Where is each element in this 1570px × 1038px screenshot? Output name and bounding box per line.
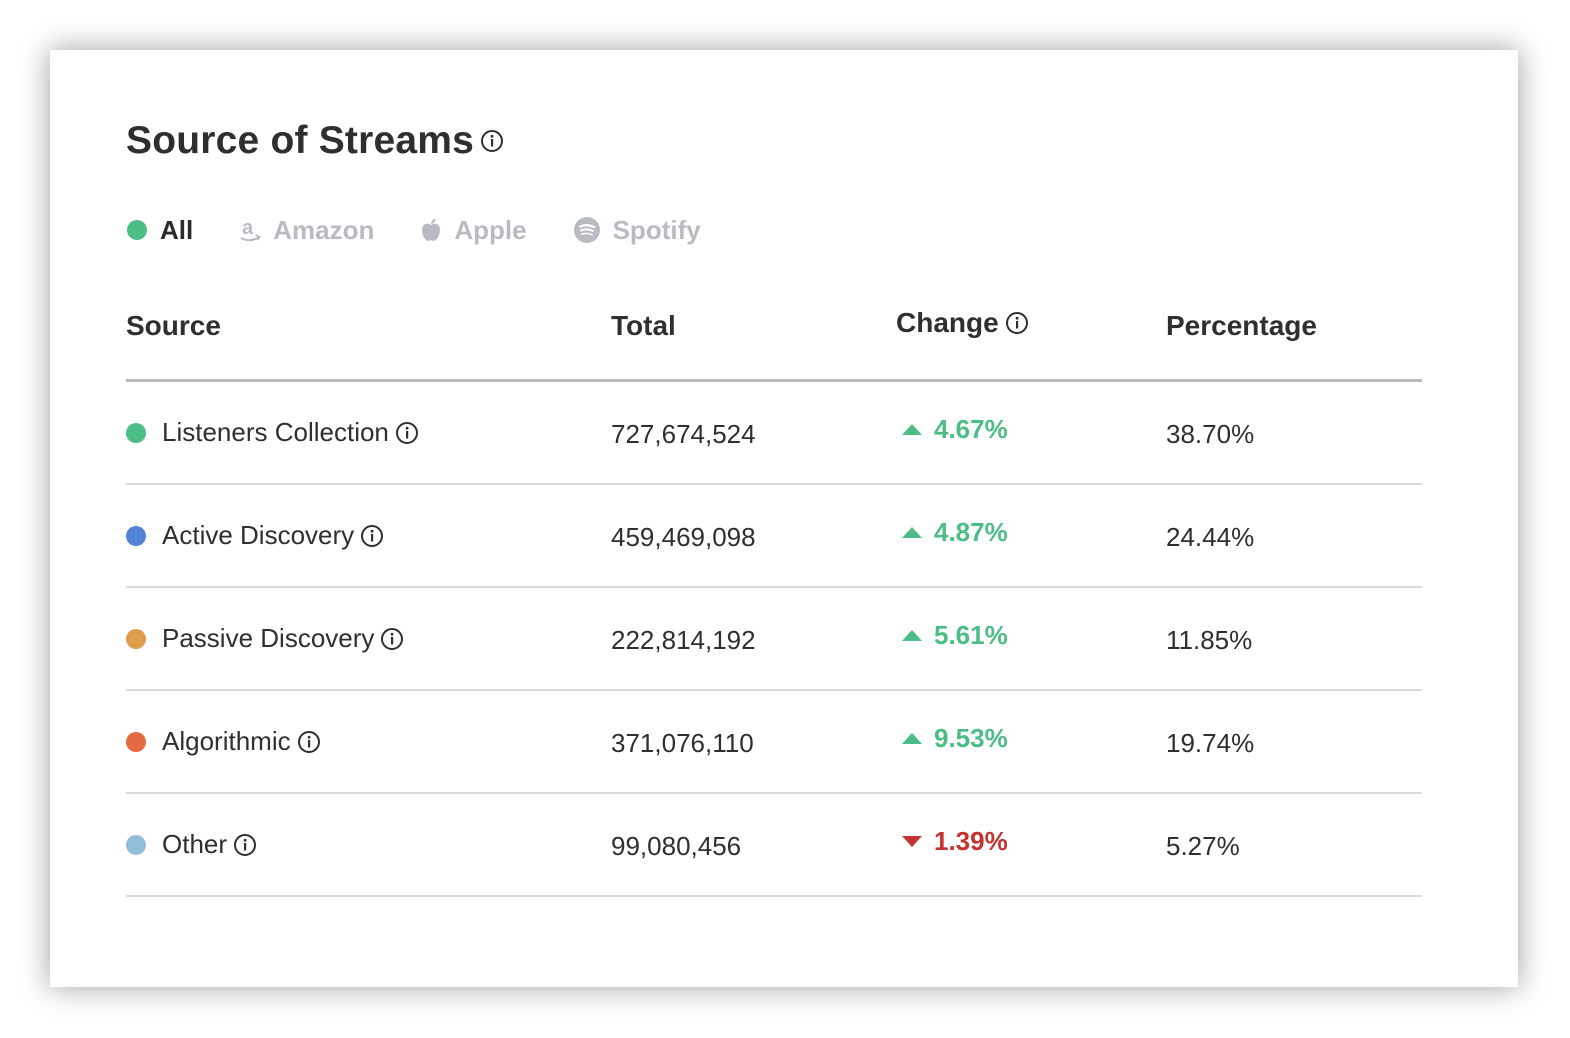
amazon-icon: a bbox=[239, 217, 262, 242]
source-cell: Active Discovery bbox=[126, 485, 384, 586]
filter-apple[interactable]: Apple bbox=[420, 214, 527, 246]
source-label: Other bbox=[162, 829, 228, 859]
series-color-dot bbox=[126, 628, 146, 649]
source-label: Passive Discovery bbox=[162, 623, 375, 653]
filter-amazon-label: Amazon bbox=[273, 214, 375, 245]
source-cell: Passive Discovery bbox=[126, 588, 404, 689]
percentage-cell: 19.74% bbox=[1166, 728, 1255, 758]
table-row: Listeners Collection 727,674,524 4.67% 38.7… bbox=[126, 382, 1422, 485]
dot-icon bbox=[126, 219, 148, 241]
change-cell: 1.39% bbox=[898, 791, 1008, 892]
arrow-up-icon bbox=[902, 733, 922, 744]
total-cell: 371,076,110 bbox=[611, 728, 754, 758]
column-header-total[interactable]: Total bbox=[611, 310, 676, 341]
table-body: Listeners Collection 727,674,524 4.67% 38.7… bbox=[126, 382, 1422, 897]
change-value: 9.53% bbox=[934, 723, 1008, 753]
series-color-dot bbox=[126, 731, 146, 752]
change-value: 4.87% bbox=[934, 517, 1008, 547]
info-icon[interactable] bbox=[297, 730, 321, 754]
change-cell: 9.53% bbox=[898, 688, 1008, 789]
arrow-up-icon bbox=[902, 424, 922, 435]
info-icon[interactable] bbox=[480, 129, 504, 153]
filter-spotify[interactable]: Spotify bbox=[573, 215, 701, 246]
filter-apple-label: Apple bbox=[454, 214, 527, 245]
percentage-cell: 11.85% bbox=[1166, 625, 1253, 655]
filter-all[interactable]: All bbox=[126, 215, 193, 246]
source-label: Listeners Collection bbox=[162, 417, 389, 447]
source-label: Algorithmic bbox=[162, 726, 291, 756]
info-icon[interactable] bbox=[233, 833, 257, 857]
source-cell: Listeners Collection bbox=[126, 382, 419, 483]
change-value: 1.39% bbox=[934, 826, 1008, 856]
change-cell: 5.61% bbox=[898, 585, 1008, 686]
total-cell: 222,814,192 bbox=[611, 625, 756, 655]
percentage-cell: 24.44% bbox=[1166, 522, 1255, 552]
info-icon[interactable] bbox=[360, 524, 384, 548]
table-row: Algorithmic 371,076,110 9.53% 19.74% bbox=[126, 691, 1422, 794]
change-cell: 4.67% bbox=[898, 379, 1008, 480]
info-icon[interactable] bbox=[395, 421, 419, 445]
column-header-percentage[interactable]: Percentage bbox=[1166, 310, 1317, 341]
arrow-up-icon bbox=[902, 630, 922, 641]
filter-spotify-label: Spotify bbox=[612, 214, 701, 245]
spotify-icon bbox=[573, 216, 601, 244]
card-title: Source of Streams bbox=[126, 119, 475, 162]
source-of-streams-card: Source of Streams All a Amazon Apple bbox=[50, 50, 1518, 987]
filter-all-label: All bbox=[160, 214, 194, 245]
source-cell: Other bbox=[126, 794, 257, 895]
total-cell: 99,080,456 bbox=[611, 831, 742, 861]
table-header: Source Total Change Percentage bbox=[126, 302, 1422, 382]
svg-text:a: a bbox=[242, 217, 254, 239]
apple-icon bbox=[420, 218, 442, 241]
arrow-down-icon bbox=[902, 836, 922, 847]
total-cell: 459,469,098 bbox=[611, 522, 756, 552]
source-cell: Algorithmic bbox=[126, 691, 321, 792]
series-color-dot bbox=[126, 834, 146, 855]
platform-filter-tabs: All a Amazon Apple Spotify bbox=[126, 210, 747, 250]
table-row: Passive Discovery 222,814,192 5.61% 11.85% bbox=[126, 588, 1422, 691]
arrow-up-icon bbox=[902, 527, 922, 538]
series-color-dot bbox=[126, 422, 146, 443]
change-value: 4.67% bbox=[934, 414, 1008, 444]
table-row: Other 99,080,456 1.39% 5.27% bbox=[126, 794, 1422, 897]
change-value: 5.61% bbox=[934, 620, 1008, 650]
info-icon[interactable] bbox=[1005, 311, 1029, 335]
change-cell: 4.87% bbox=[898, 482, 1008, 583]
column-header-source[interactable]: Source bbox=[126, 310, 221, 341]
table-row: Active Discovery 459,469,098 4.87% 24.44% bbox=[126, 485, 1422, 588]
percentage-cell: 5.27% bbox=[1166, 831, 1240, 861]
total-cell: 727,674,524 bbox=[611, 419, 756, 449]
card-header: Source of Streams bbox=[126, 118, 504, 164]
source-label: Active Discovery bbox=[162, 520, 355, 550]
series-color-dot bbox=[126, 525, 146, 546]
info-icon[interactable] bbox=[380, 627, 404, 651]
column-header-change[interactable]: Change bbox=[896, 307, 1029, 339]
filter-amazon[interactable]: a Amazon bbox=[239, 215, 374, 246]
percentage-cell: 38.70% bbox=[1166, 419, 1255, 449]
